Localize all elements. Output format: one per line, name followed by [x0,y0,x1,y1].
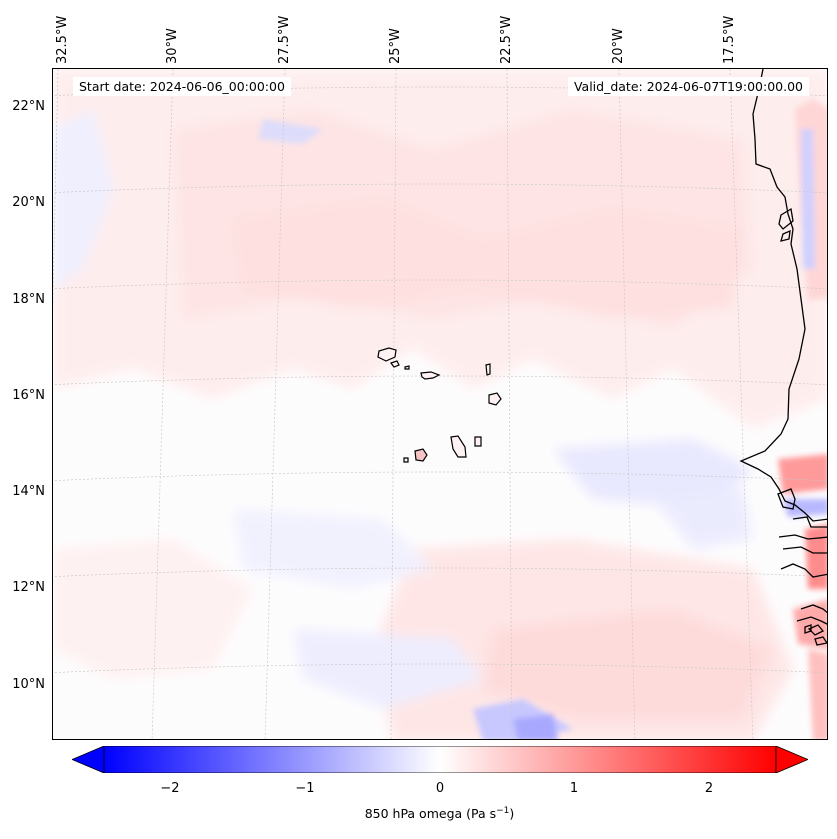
lat-label-14n: 14°N [12,484,45,499]
lon-label-27.5w: 27.5°W [277,15,292,64]
colorbar-tick-neg1: −1 [295,781,315,796]
island-maio [474,436,482,447]
colorbar-max-extend [775,746,808,773]
lon-label-20w: 20°W [611,28,626,64]
colorbar-label-end: ) [509,806,515,822]
lat-label-22n: 22°N [12,99,45,114]
lon-label-17.5w: 17.5°W [722,15,737,64]
map-panel [52,68,828,740]
colorbar-gradient [103,746,777,773]
graticule [53,69,827,739]
island-boa-vista [488,392,502,406]
island-brava [403,457,409,463]
lon-label-30w: 30°W [165,28,180,64]
island-sao-nicolau [420,371,441,380]
map-canvas [53,69,827,739]
lat-label-16n: 16°N [12,388,45,403]
colorbar [72,746,808,773]
omega-field [53,69,827,739]
valid-date-label: Valid_date: 2024-06-07T19:00:00.00 [567,77,809,96]
colorbar-tick-1: 1 [569,781,579,796]
colorbar-label-main: 850 hPa omega (Pa s [364,806,497,822]
colorbar-tick-2: 2 [704,781,714,796]
island-sal [485,363,491,376]
island-sao-vicente [390,360,400,368]
lat-label-20n: 20°N [12,195,45,210]
island-santa-luzia [404,365,410,370]
colorbar-tick-0: 0 [435,781,445,796]
lon-label-22.5w: 22.5°W [499,15,514,64]
island-santiago [450,435,467,458]
lat-label-12n: 12°N [12,580,45,595]
lat-label-18n: 18°N [12,292,45,307]
colorbar-label: 850 hPa omega (Pa s−1) [0,806,837,821]
colorbar-tick-neg2: −2 [160,781,180,796]
island-santo-antao [377,347,397,362]
island-fogo [414,448,428,462]
start-date-label: Start date: 2024-06-06_00:00:00 [73,77,291,96]
lon-label-25w: 25°W [388,28,403,64]
coastline [739,69,827,646]
cape-verde-islands [377,347,502,463]
lat-label-10n: 10°N [12,677,45,692]
colorbar-min-extend [72,746,105,773]
colorbar-label-exponent: −1 [496,806,510,816]
lon-label-32.5w: 32.5°W [55,15,70,64]
